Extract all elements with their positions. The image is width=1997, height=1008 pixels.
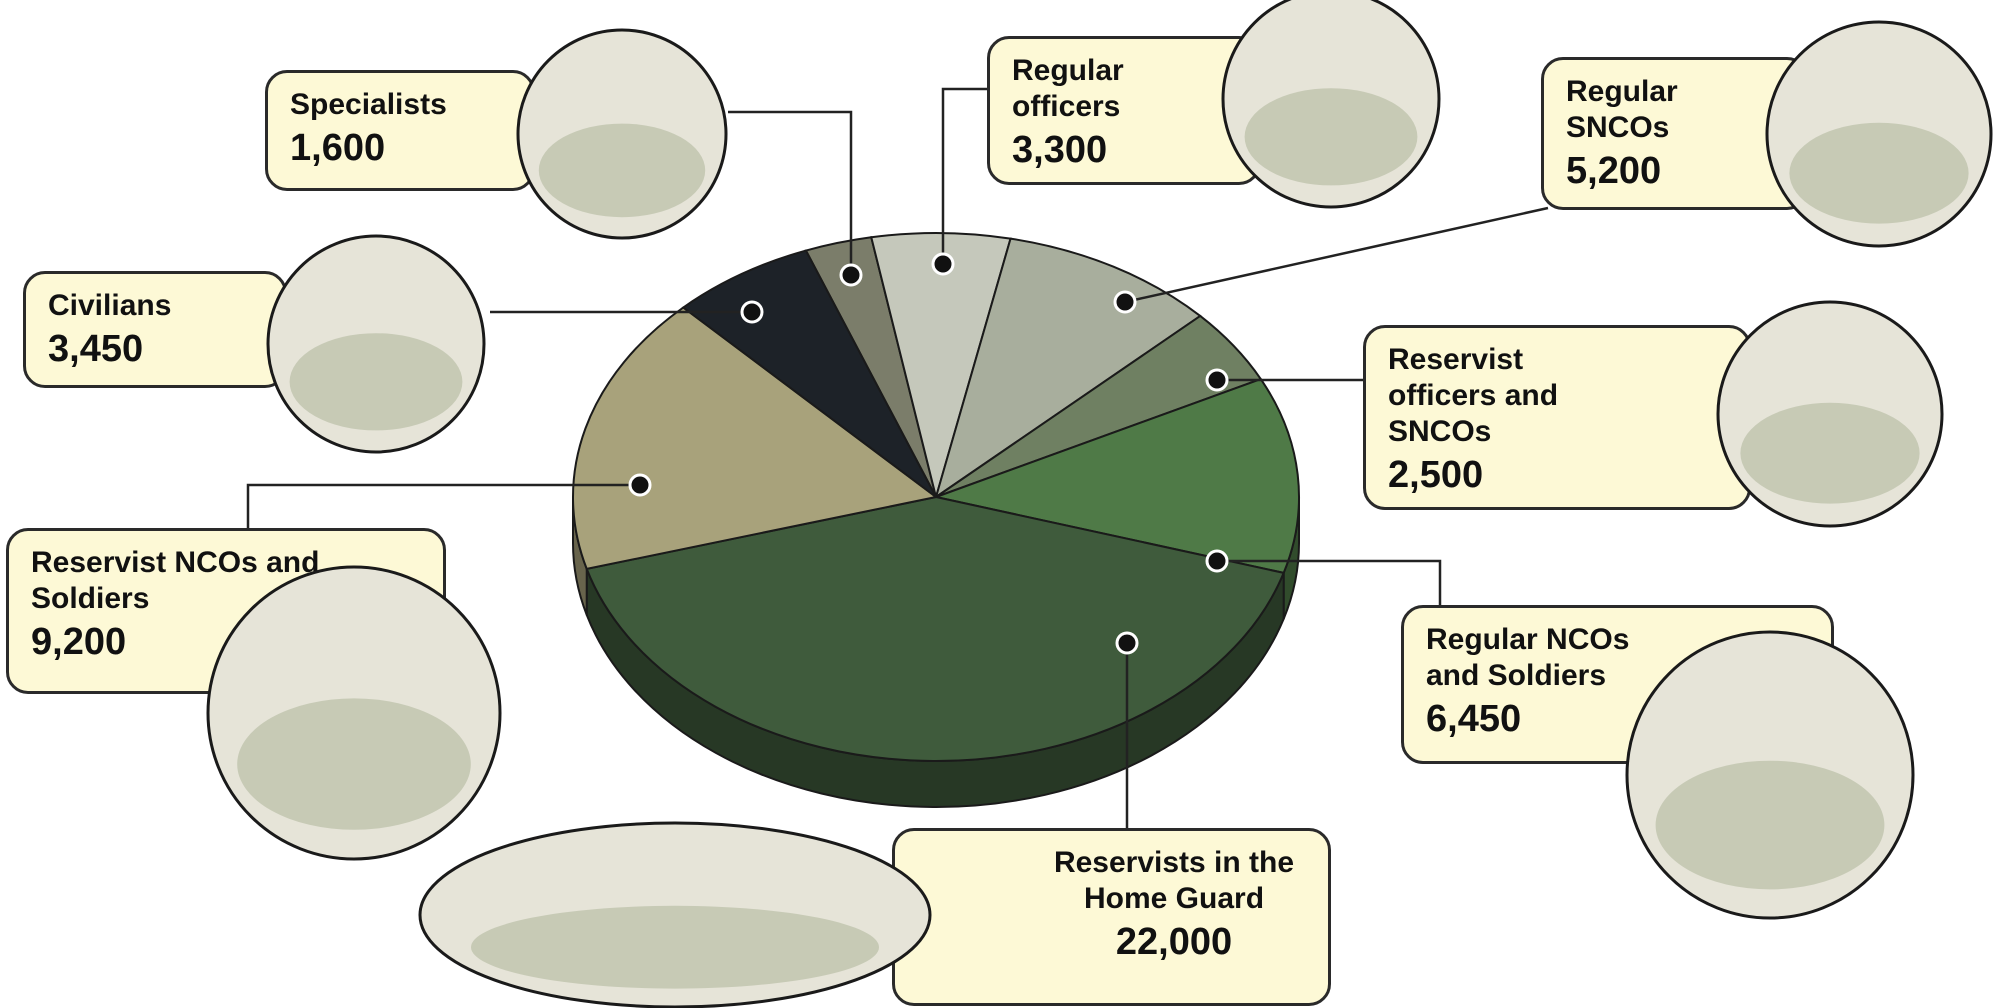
- leader-dot: [1117, 633, 1137, 653]
- page: Specialists1,600Regular officers3,300Reg…: [0, 0, 1997, 1008]
- photo-scene: [1245, 88, 1418, 185]
- leader-line: [1125, 208, 1548, 302]
- leader-dot: [1115, 292, 1135, 312]
- category-label: Reservists in the Home Guard: [1044, 845, 1304, 917]
- category-label: Regular officers: [1012, 53, 1182, 125]
- photo-scene: [237, 698, 471, 829]
- photo-scene: [471, 906, 879, 989]
- category-label: Civilians: [48, 288, 248, 324]
- leader-dot: [742, 302, 762, 322]
- leader-dot: [1207, 370, 1227, 390]
- category-label: Regular NCOs and Soldiers: [1426, 622, 1686, 694]
- leader-dot: [630, 475, 650, 495]
- photo-scene: [1656, 761, 1885, 890]
- value-label: 22,000: [1044, 919, 1304, 965]
- photo-scene: [1789, 123, 1968, 224]
- value-label: 5,200: [1566, 148, 1726, 194]
- chart: Specialists1,600Regular officers3,300Reg…: [0, 0, 1997, 1008]
- value-label: 3,450: [48, 326, 248, 372]
- value-label: 2,500: [1388, 452, 1598, 498]
- photo-scene: [539, 124, 705, 218]
- photo-scene: [1740, 403, 1919, 504]
- leader-dot: [933, 254, 953, 274]
- category-label: Specialists: [290, 87, 520, 123]
- value-label: 1,600: [290, 125, 520, 171]
- leader-dot: [841, 265, 861, 285]
- photo-scene: [290, 333, 463, 430]
- category-label: Regular SNCOs: [1566, 74, 1726, 146]
- category-label: Reservist officers and SNCOs: [1388, 342, 1598, 450]
- value-label: 3,300: [1012, 127, 1182, 173]
- leader-dot: [1207, 551, 1227, 571]
